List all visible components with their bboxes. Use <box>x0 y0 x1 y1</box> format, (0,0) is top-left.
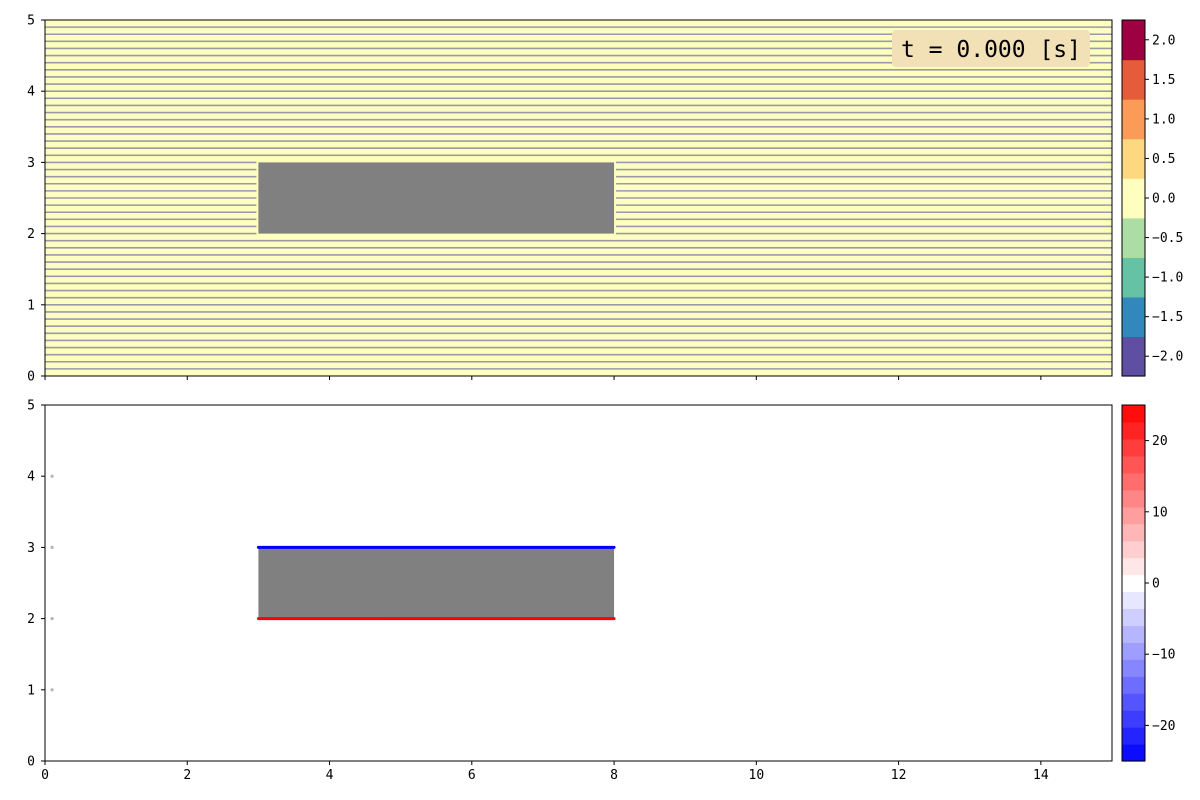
colorbar-tick-label: −1.0 <box>1152 271 1183 286</box>
colorbar-segment <box>1122 489 1145 508</box>
top-obstacle <box>258 162 615 234</box>
x-tick-label: 10 <box>749 768 765 783</box>
bottom-axes-frame <box>44 404 1113 762</box>
time-annotation-box <box>892 30 1090 67</box>
colorbar-tick-label: −1.5 <box>1152 310 1183 325</box>
colorbar-segment <box>1122 99 1145 140</box>
colorbar-segment <box>1122 405 1145 423</box>
colorbar-tick-label: 20 <box>1152 434 1168 449</box>
x-tick-label: 0 <box>41 768 49 783</box>
colorbar-segment <box>1122 296 1145 338</box>
marker-point <box>50 545 54 550</box>
time-annotation: t = 0.000 [s] <box>892 30 1090 67</box>
colorbar-tick-label: 0.5 <box>1152 152 1175 167</box>
top-axes-frame <box>44 19 1113 377</box>
colorbar-tick-label: −20 <box>1152 719 1175 734</box>
y-tick-label: 5 <box>27 14 35 29</box>
bottom-y-ticks: 0 1 2 3 4 5 <box>27 399 45 770</box>
bottom-colorbar: −20 −10 0 10 20 <box>1121 404 1175 762</box>
marker-point <box>50 688 54 692</box>
bottom-x-ticks: 0 2 4 6 8 10 12 14 <box>41 761 1049 783</box>
colorbar-segment <box>1122 336 1145 377</box>
colorbar-segment <box>1122 438 1145 457</box>
top-y-ticks: 0 1 2 3 4 5 <box>27 14 45 385</box>
y-tick-label: 2 <box>27 612 35 627</box>
colorbar-tick-label: 0.0 <box>1152 192 1175 207</box>
y-tick-label: 2 <box>27 227 35 242</box>
y-tick-label: 3 <box>27 541 35 556</box>
y-tick-label: 1 <box>27 298 35 313</box>
x-tick-label: 4 <box>326 768 334 783</box>
colorbar-segment <box>1122 676 1145 694</box>
colorbar-segment <box>1122 659 1145 677</box>
bottom-edge-values <box>256 545 616 621</box>
marker-point <box>50 474 54 478</box>
y-tick-label: 5 <box>27 399 35 414</box>
x-tick-label: 12 <box>891 768 907 783</box>
colorbar-tick-label: 1.5 <box>1152 73 1175 88</box>
colorbar-segment <box>1122 257 1145 298</box>
colorbar-segment <box>1122 138 1145 179</box>
colorbar-segment <box>1122 693 1145 711</box>
colorbar-segment <box>1122 625 1145 643</box>
y-tick-label: 3 <box>27 156 35 171</box>
x-tick-label: 2 <box>183 768 191 783</box>
marker-point <box>50 617 54 621</box>
colorbar-segment <box>1122 591 1145 610</box>
colorbar-tick-label: 0 <box>1152 577 1160 592</box>
colorbar-segment <box>1122 59 1145 100</box>
y-tick-label: 4 <box>27 470 35 485</box>
colorbar-segment <box>1122 472 1145 491</box>
colorbar-segment <box>1122 642 1145 660</box>
colorbar-segment <box>1122 523 1145 542</box>
top-x-ticks <box>44 376 1042 380</box>
y-tick-label: 0 <box>27 755 35 770</box>
x-tick-label: 8 <box>610 768 618 783</box>
y-tick-label: 4 <box>27 85 35 100</box>
y-tick-label: 1 <box>27 683 35 698</box>
colorbar-segment <box>1122 557 1145 576</box>
colorbar-segment <box>1122 217 1145 258</box>
x-tick-label: 6 <box>468 768 476 783</box>
colorbar-tick-label: 2.0 <box>1152 33 1175 48</box>
colorbar-segment <box>1122 421 1145 440</box>
colorbar-segment <box>1122 727 1145 745</box>
colorbar-segment <box>1122 608 1145 626</box>
colorbar-tick-label: 1.0 <box>1152 112 1175 127</box>
colorbar-tick-label: −10 <box>1152 648 1175 663</box>
x-tick-label: 14 <box>1033 768 1049 783</box>
y-tick-label: 0 <box>27 370 35 385</box>
colorbar-segment <box>1122 20 1145 61</box>
top-streamlines <box>45 26 1112 370</box>
time-annotation-text: t = 0.000 [s] <box>901 37 1081 63</box>
colorbar-segment <box>1122 710 1145 728</box>
colorbar-segment <box>1122 744 1145 762</box>
colorbar-segment <box>1122 455 1145 474</box>
top-colorbar: −2.0 −1.5 −1.0 −0.5 0.0 0.5 1.0 1.5 2.0 <box>1121 19 1183 377</box>
top-panel: 0 1 2 3 4 5 t = 0.000 [s] −2.0 −1.5 −1.0 −0.5 0.0… <box>27 14 1183 385</box>
colorbar-tick-label: −0.5 <box>1152 231 1183 246</box>
colorbar-segment <box>1122 178 1145 219</box>
colorbar-tick-label: −2.0 <box>1152 350 1183 365</box>
colorbar-segment <box>1122 540 1145 559</box>
colorbar-tick-label: 10 <box>1152 505 1168 520</box>
bottom-markers <box>50 474 54 692</box>
colorbar-segment <box>1122 574 1145 593</box>
bottom-obstacle <box>258 547 615 619</box>
colorbar-segment <box>1122 506 1145 525</box>
